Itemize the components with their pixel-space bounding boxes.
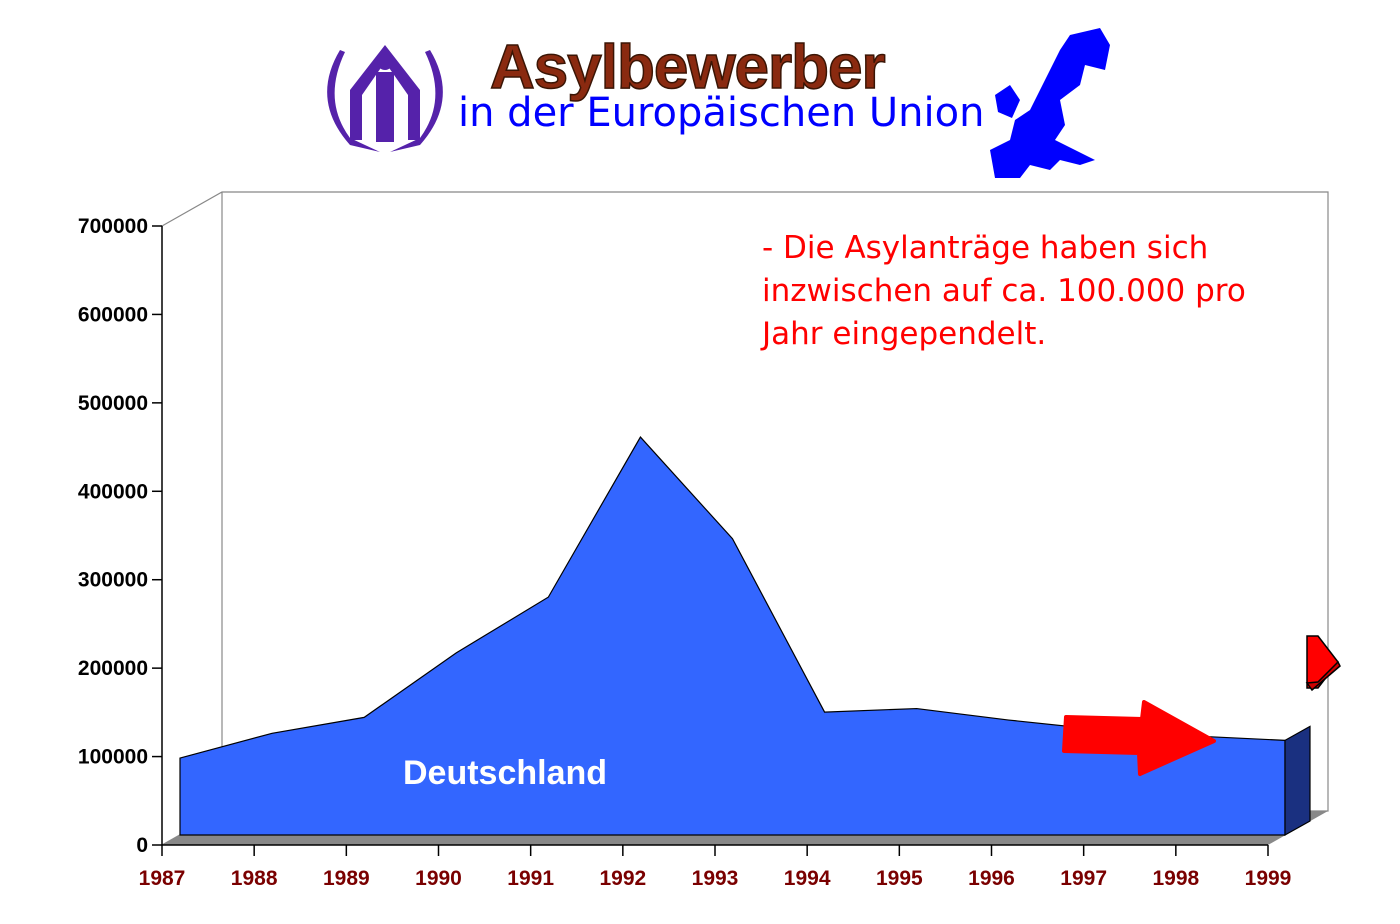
x-tick-label: 1995: [876, 867, 923, 890]
y-tick-label: 600000: [78, 303, 148, 326]
y-tick-label: 300000: [78, 569, 148, 592]
unhcr-logo: [327, 45, 443, 152]
y-tick-label: 500000: [78, 392, 148, 415]
x-tick-label: 1993: [692, 867, 739, 890]
x-tick-label: 1990: [415, 867, 462, 890]
y-tick-label: 0: [136, 834, 148, 857]
nav-arrow-icon: [1305, 635, 1341, 692]
y-tick-label: 400000: [78, 480, 148, 503]
y-tick-label: 200000: [78, 657, 148, 680]
y-tick-label: 700000: [78, 215, 148, 238]
x-tick-label: 1998: [1152, 867, 1199, 890]
x-tick-label: 1992: [599, 867, 646, 890]
area-series-deutschland: [179, 436, 1286, 836]
annotation-line: Jahr eingependelt.: [760, 316, 1046, 352]
eu-map-icon: [990, 28, 1110, 178]
area-side-face: [1284, 725, 1311, 837]
series-label: Deutschland: [403, 754, 607, 792]
annotation: - Die Asylanträge haben sich inzwischen …: [760, 230, 1246, 352]
annotation-line: - Die Asylanträge haben sich: [762, 230, 1208, 266]
x-tick-label: 1987: [139, 867, 186, 890]
chart-title: Asylbewerber: [490, 33, 886, 102]
x-tick-label: 1988: [231, 867, 278, 890]
x-tick-label: 1997: [1060, 867, 1107, 890]
x-tick-label: 1994: [784, 867, 831, 890]
chart-subtitle: in der Europäischen Union: [458, 90, 984, 136]
y-tick-label: 100000: [78, 746, 148, 769]
annotation-line: inzwischen auf ca. 100.000 pro: [762, 273, 1246, 309]
x-tick-label: 1999: [1245, 867, 1292, 890]
x-tick-label: 1989: [323, 867, 370, 890]
x-tick-label: 1991: [507, 867, 554, 890]
trend-arrow: [1062, 700, 1216, 776]
x-tick-label: 1996: [968, 867, 1015, 890]
